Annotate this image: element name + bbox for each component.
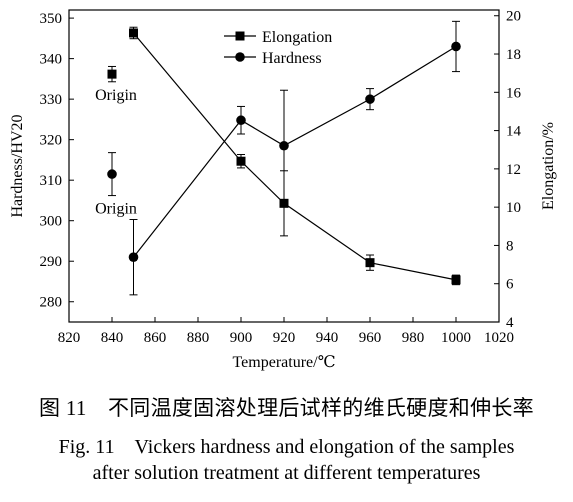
right-y-tick-label: 6 — [506, 277, 514, 293]
x-tick-label: 1020 — [484, 330, 514, 346]
origin-point-elongation — [107, 69, 117, 79]
origin-point-hardness — [107, 169, 117, 179]
data-point-hardness — [236, 115, 246, 126]
x-axis-label: Temperature/℃ — [233, 354, 336, 371]
legend-square-marker — [235, 31, 245, 41]
x-tick-label: 1000 — [441, 330, 471, 346]
left-y-tick-label: 300 — [40, 214, 63, 230]
left-y-axis: 280 290 300 310 320 330 340 350 — [40, 11, 74, 311]
right-y-tick-label: 20 — [506, 9, 521, 25]
x-tick-label: 840 — [101, 330, 124, 346]
right-y-axis-label: Elongation/% — [540, 122, 557, 210]
series-line-elongation — [133, 32, 457, 281]
origin-label: Origin — [95, 201, 137, 218]
data-point-elongation — [236, 156, 246, 166]
right-y-tick-label: 14 — [506, 124, 522, 140]
series-marks — [128, 20, 461, 296]
data-point-hardness — [451, 41, 461, 52]
x-tick-label: 920 — [273, 330, 296, 346]
legend-circle-marker — [235, 52, 245, 62]
data-point-hardness — [365, 94, 375, 104]
data-point-elongation — [279, 198, 289, 208]
left-y-axis-label: Hardness/HV20 — [9, 114, 26, 217]
left-y-tick-label: 280 — [40, 295, 63, 311]
figure-caption-chinese: 图 11 不同温度固溶处理后试样的维氏硬度和伸长率 — [39, 396, 534, 420]
x-axis: 820 840 860 880 900 920 940 960 980 1000 1020 — [58, 317, 514, 346]
right-y-tick-label: 18 — [506, 47, 521, 63]
origin-points: Origin Origin — [95, 65, 137, 218]
left-y-tick-label: 290 — [40, 254, 63, 270]
data-point-hardness — [279, 140, 289, 151]
left-y-tick-label: 350 — [40, 11, 63, 27]
x-tick-label: 900 — [230, 330, 253, 346]
data-point-elongation — [129, 28, 138, 38]
left-y-tick-label: 340 — [40, 52, 63, 68]
right-y-tick-label: 4 — [506, 315, 514, 331]
right-y-tick-label: 10 — [506, 200, 521, 216]
left-y-tick-label: 310 — [40, 173, 63, 189]
right-y-tick-label: 12 — [506, 162, 521, 178]
right-y-tick-label: 8 — [506, 238, 514, 254]
data-point-hardness — [128, 252, 139, 262]
x-tick-label: 820 — [58, 330, 81, 346]
series-line-hardness — [133, 45, 457, 258]
x-tick-label: 940 — [316, 330, 339, 346]
x-tick-label: 880 — [187, 330, 210, 346]
data-point-elongation — [451, 275, 461, 285]
legend-label-elongation: Elongation — [262, 29, 332, 46]
chart: 820 840 860 880 900 920 940 960 980 1000 1020 2802… — [9, 9, 557, 371]
left-y-tick-label: 330 — [40, 92, 63, 108]
figure-caption-english-line1: Fig. 11 Vickers hardness and elongation … — [58, 436, 515, 458]
left-y-tick-label: 320 — [40, 133, 63, 149]
legend: Elongation Hardness — [224, 29, 332, 67]
right-y-tick-label: 16 — [506, 85, 522, 101]
right-y-axis: 4 6 8 10 12 14 16 18 20 — [494, 9, 522, 331]
origin-label: Origin — [95, 87, 137, 104]
x-tick-label: 860 — [144, 330, 167, 346]
figure-caption-english-line2: after solution treatment at different te… — [92, 462, 481, 484]
data-point-elongation — [365, 258, 375, 268]
legend-label-hardness: Hardness — [262, 50, 322, 67]
x-tick-label: 960 — [359, 330, 382, 346]
x-tick-label: 980 — [402, 330, 425, 346]
